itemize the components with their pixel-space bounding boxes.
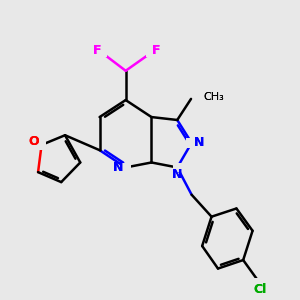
Text: N: N (194, 136, 204, 149)
Text: N: N (113, 161, 124, 174)
Text: N: N (194, 136, 204, 149)
Text: F: F (93, 44, 101, 57)
Bar (187, 138, 197, 148)
Text: N: N (172, 168, 182, 181)
Text: O: O (28, 135, 39, 148)
Text: N: N (172, 168, 182, 181)
Bar (146, 49, 155, 57)
Text: N: N (113, 161, 124, 174)
Text: CH₃: CH₃ (203, 92, 224, 101)
Text: CH₃: CH₃ (203, 92, 224, 101)
Bar (98, 49, 106, 57)
Text: O: O (28, 135, 39, 148)
Text: F: F (152, 44, 160, 57)
Text: Cl: Cl (254, 283, 267, 296)
Bar (121, 163, 131, 172)
Bar (37, 140, 46, 150)
Bar (254, 278, 265, 286)
Bar (172, 163, 182, 172)
Text: Cl: Cl (254, 283, 267, 296)
Text: F: F (152, 44, 160, 57)
Text: F: F (93, 44, 101, 57)
